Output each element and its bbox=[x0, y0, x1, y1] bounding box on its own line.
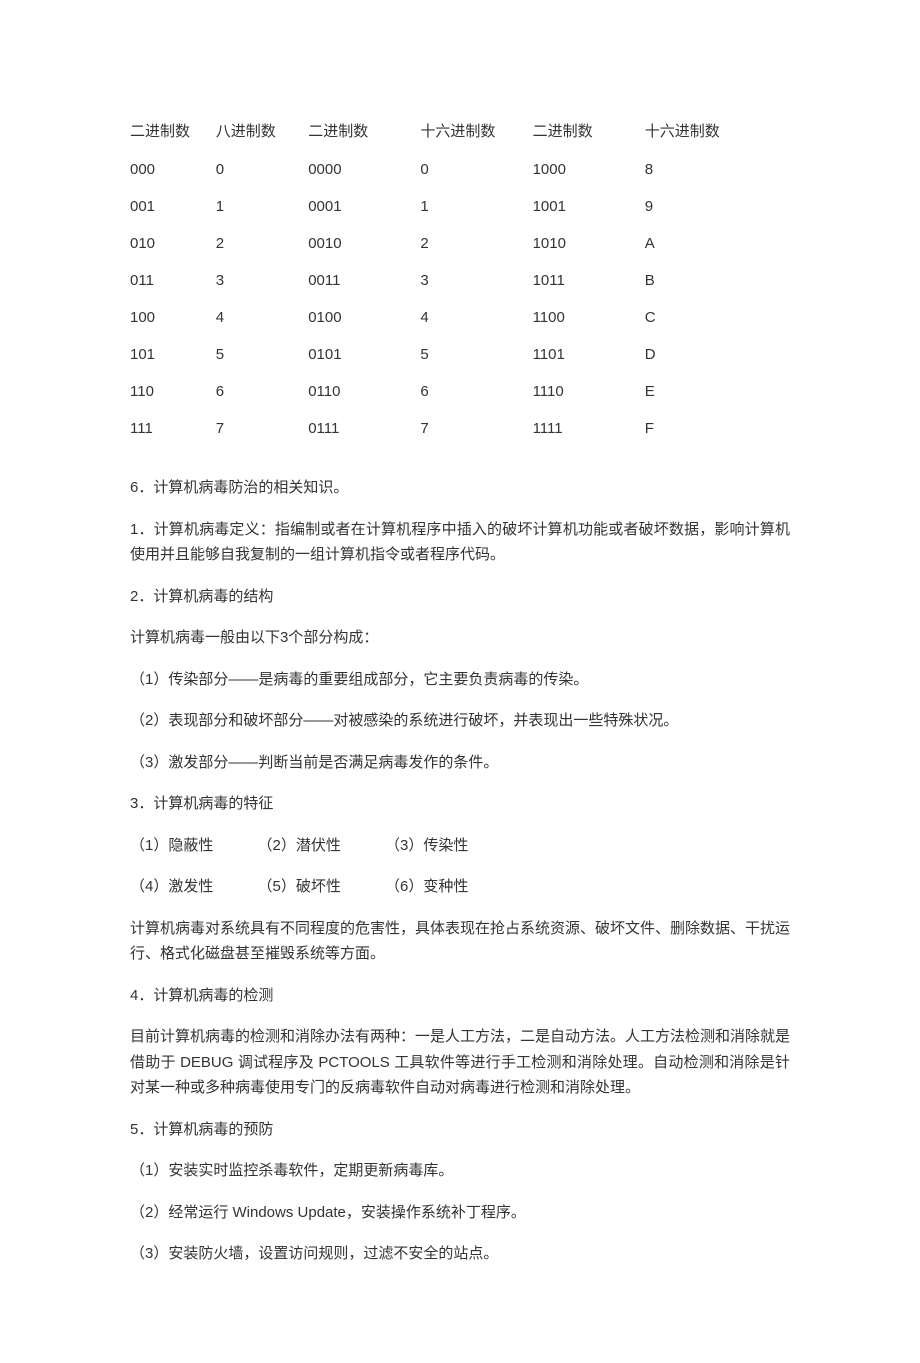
table-cell: A bbox=[645, 225, 790, 262]
table-cell: 6 bbox=[216, 373, 308, 410]
table-cell: 2 bbox=[216, 225, 308, 262]
table-cell: 2 bbox=[420, 225, 532, 262]
table-cell: 4 bbox=[216, 299, 308, 336]
table-cell: 010 bbox=[130, 225, 216, 262]
table-cell: 7 bbox=[216, 410, 308, 447]
table-cell: 1101 bbox=[533, 336, 645, 373]
table-row: 00000000010008 bbox=[130, 151, 790, 188]
structure-item-1: （1）传染部分——是病毒的重要组成部分，它主要负责病毒的传染。 bbox=[130, 667, 790, 693]
table-cell: 110 bbox=[130, 373, 216, 410]
table-header-row: 二进制数 八进制数 二进制数 十六进制数 二进制数 十六进制数 bbox=[130, 110, 790, 151]
table-cell: 1000 bbox=[533, 151, 645, 188]
table-cell: 5 bbox=[216, 336, 308, 373]
virus-detection-title: 4．计算机病毒的检测 bbox=[130, 983, 790, 1009]
prevention-item-3: （3）安装防火墙，设置访问规则，过滤不安全的站点。 bbox=[130, 1241, 790, 1267]
table-cell: 1110 bbox=[533, 373, 645, 410]
prevention-item-1: （1）安装实时监控杀毒软件，定期更新病毒库。 bbox=[130, 1158, 790, 1184]
trait-item: （4）激发性 bbox=[130, 874, 213, 900]
table-header: 八进制数 bbox=[216, 110, 308, 151]
table-cell: 011 bbox=[130, 262, 216, 299]
table-cell: 7 bbox=[420, 410, 532, 447]
table-row: 1004010041100C bbox=[130, 299, 790, 336]
table-cell: 0101 bbox=[308, 336, 420, 373]
trait-item: （5）破坏性 bbox=[258, 874, 341, 900]
table-header: 二进制数 bbox=[308, 110, 420, 151]
trait-item: （6）变种性 bbox=[385, 874, 468, 900]
table-cell: 1 bbox=[216, 188, 308, 225]
table-cell: 8 bbox=[645, 151, 790, 188]
virus-structure-title: 2．计算机病毒的结构 bbox=[130, 584, 790, 610]
table-cell: 6 bbox=[420, 373, 532, 410]
table-cell: 1010 bbox=[533, 225, 645, 262]
table-row: 0113001131011B bbox=[130, 262, 790, 299]
table-cell: 0011 bbox=[308, 262, 420, 299]
table-header: 二进制数 bbox=[533, 110, 645, 151]
table-header: 十六进制数 bbox=[420, 110, 532, 151]
table-cell: 0100 bbox=[308, 299, 420, 336]
table-cell: 4 bbox=[420, 299, 532, 336]
table-row: 0102001021010A bbox=[130, 225, 790, 262]
table-cell: 101 bbox=[130, 336, 216, 373]
table-header: 十六进制数 bbox=[645, 110, 790, 151]
table-cell: C bbox=[645, 299, 790, 336]
trait-item: （2）潜伏性 bbox=[258, 833, 341, 859]
table-row: 1117011171111F bbox=[130, 410, 790, 447]
virus-detection-paragraph: 目前计算机病毒的检测和消除办法有两种：一是人工方法，二是自动方法。人工方法检测和… bbox=[130, 1024, 790, 1101]
table-row: 00110001110019 bbox=[130, 188, 790, 225]
prevention-item-2: （2）经常运行 Windows Update，安装操作系统补丁程序。 bbox=[130, 1200, 790, 1226]
table-row: 1015010151101D bbox=[130, 336, 790, 373]
trait-item: （3）传染性 bbox=[385, 833, 468, 859]
virus-definition: 1．计算机病毒定义：指编制或者在计算机程序中插入的破坏计算机功能或者破坏数据，影… bbox=[130, 517, 790, 568]
structure-item-2: （2）表现部分和破坏部分——对被感染的系统进行破坏，并表现出一些特殊状况。 bbox=[130, 708, 790, 734]
virus-harm-paragraph: 计算机病毒对系统具有不同程度的危害性，具体表现在抢占系统资源、破坏文件、删除数据… bbox=[130, 916, 790, 967]
table-row: 1106011061110E bbox=[130, 373, 790, 410]
table-cell: 5 bbox=[420, 336, 532, 373]
table-cell: 100 bbox=[130, 299, 216, 336]
table-cell: 0 bbox=[216, 151, 308, 188]
table-cell: D bbox=[645, 336, 790, 373]
table-cell: 1001 bbox=[533, 188, 645, 225]
table-cell: 3 bbox=[420, 262, 532, 299]
table-cell: 3 bbox=[216, 262, 308, 299]
table-cell: 0110 bbox=[308, 373, 420, 410]
table-cell: 0000 bbox=[308, 151, 420, 188]
section-6-title: 6．计算机病毒防治的相关知识。 bbox=[130, 475, 790, 501]
table-cell: 0 bbox=[420, 151, 532, 188]
table-cell: 000 bbox=[130, 151, 216, 188]
table-cell: E bbox=[645, 373, 790, 410]
table-cell: 1111 bbox=[533, 410, 645, 447]
trait-item: （1）隐蔽性 bbox=[130, 833, 213, 859]
number-conversion-table: 二进制数 八进制数 二进制数 十六进制数 二进制数 十六进制数 00000000… bbox=[130, 110, 790, 447]
table-cell: 1011 bbox=[533, 262, 645, 299]
table-cell: 0001 bbox=[308, 188, 420, 225]
table-cell: 111 bbox=[130, 410, 216, 447]
table-cell: 1100 bbox=[533, 299, 645, 336]
table-cell: 9 bbox=[645, 188, 790, 225]
table-cell: 0111 bbox=[308, 410, 420, 447]
table-header: 二进制数 bbox=[130, 110, 216, 151]
virus-structure-intro: 计算机病毒一般由以下3个部分构成： bbox=[130, 625, 790, 651]
virus-prevention-title: 5．计算机病毒的预防 bbox=[130, 1117, 790, 1143]
structure-item-3: （3）激发部分——判断当前是否满足病毒发作的条件。 bbox=[130, 750, 790, 776]
table-cell: 0010 bbox=[308, 225, 420, 262]
document-page: 二进制数 八进制数 二进制数 十六进制数 二进制数 十六进制数 00000000… bbox=[0, 0, 920, 1363]
table-cell: F bbox=[645, 410, 790, 447]
trait-row-1: （1）隐蔽性 （2）潜伏性 （3）传染性 bbox=[130, 833, 790, 859]
table-cell: 1 bbox=[420, 188, 532, 225]
table-cell: 001 bbox=[130, 188, 216, 225]
trait-row-2: （4）激发性 （5）破坏性 （6）变种性 bbox=[130, 874, 790, 900]
table-cell: B bbox=[645, 262, 790, 299]
virus-traits-title: 3．计算机病毒的特征 bbox=[130, 791, 790, 817]
